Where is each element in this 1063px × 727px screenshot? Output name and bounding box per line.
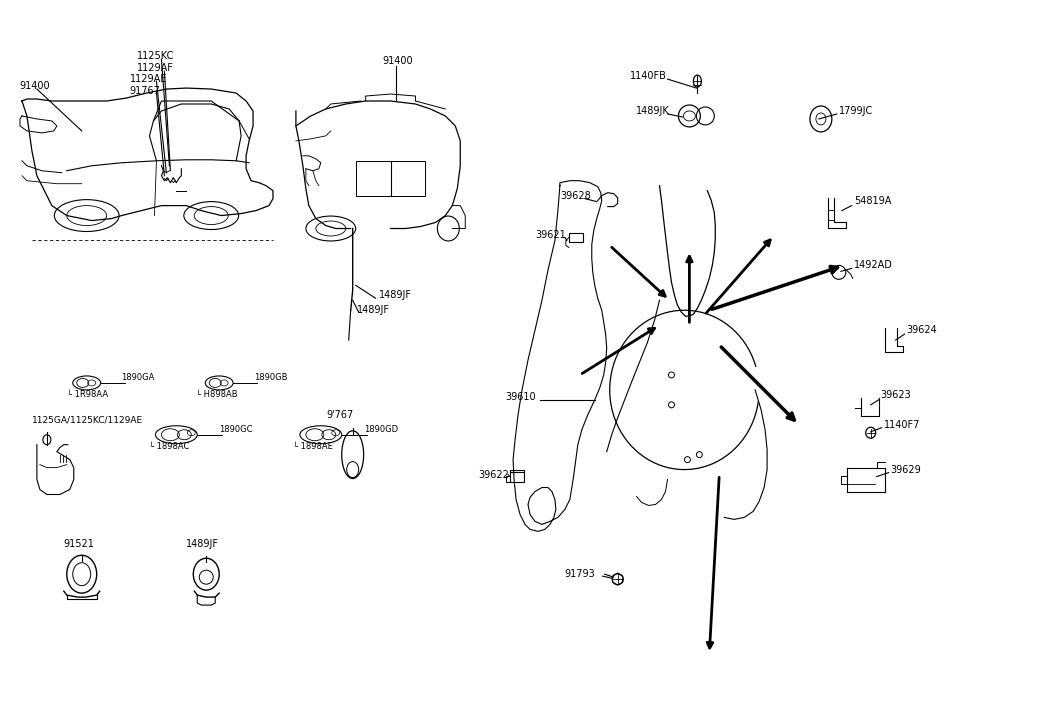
Text: 1129AE: 1129AE (130, 74, 167, 84)
Bar (510, 470, 524, 481)
Bar (356, 161, 425, 196)
Text: 1125GA/1125KC/1129AE: 1125GA/1125KC/1129AE (32, 415, 144, 425)
Text: 39622: 39622 (478, 470, 509, 480)
Text: └ 1898AE: └ 1898AE (293, 442, 333, 451)
Text: 1489JF: 1489JF (186, 539, 219, 550)
Text: 9'767: 9'767 (326, 410, 354, 419)
Text: 91400: 91400 (383, 56, 414, 66)
Text: 39629: 39629 (891, 465, 922, 475)
Text: 1140FB: 1140FB (629, 71, 667, 81)
Text: 1890GD: 1890GD (364, 425, 398, 434)
Text: 1125KC: 1125KC (136, 51, 174, 61)
Text: 39624: 39624 (907, 325, 938, 335)
Text: 1489JK: 1489JK (636, 106, 670, 116)
Text: 39628: 39628 (560, 190, 591, 201)
Bar (569, 233, 583, 243)
Text: 91521: 91521 (64, 539, 95, 550)
Text: 91793: 91793 (564, 569, 595, 579)
Text: 1890GA: 1890GA (121, 374, 155, 382)
Text: └ H898AB: └ H898AB (197, 390, 238, 399)
Text: 1140F7: 1140F7 (883, 419, 919, 430)
Text: └ 1898AC: └ 1898AC (150, 442, 190, 451)
Text: 91767: 91767 (130, 86, 161, 96)
Text: 39610: 39610 (505, 392, 536, 402)
Text: 1489JF: 1489JF (378, 290, 411, 300)
Text: 1129AF: 1129AF (136, 63, 173, 73)
Text: 91400: 91400 (19, 81, 50, 91)
Text: 54819A: 54819A (854, 196, 891, 206)
Text: └ 1R98AA: └ 1R98AA (67, 390, 108, 399)
Text: 1890GC: 1890GC (219, 425, 253, 434)
Text: 1890GB: 1890GB (254, 374, 288, 382)
Text: 1489JF: 1489JF (357, 305, 390, 316)
Text: 1799JC: 1799JC (839, 106, 873, 116)
Text: 39623: 39623 (880, 390, 911, 400)
Text: 1492AD: 1492AD (854, 260, 893, 270)
Text: 39621: 39621 (535, 230, 566, 241)
